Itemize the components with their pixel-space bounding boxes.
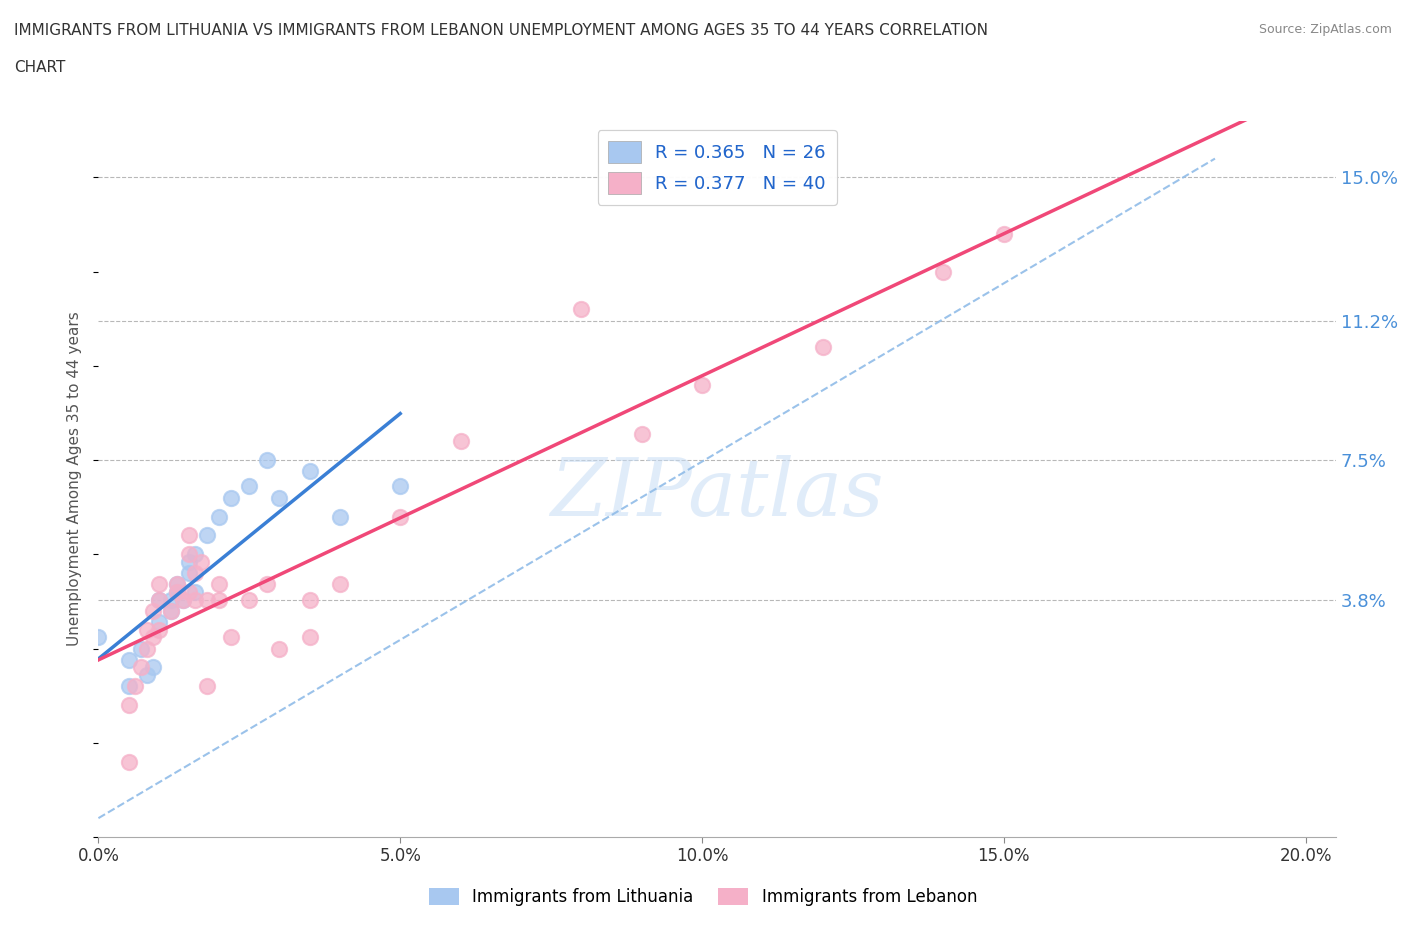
Point: [932, 264, 955, 279]
Point: [569, 302, 592, 317]
Point: [184, 565, 207, 580]
Point: [166, 577, 188, 591]
Point: [142, 604, 165, 618]
Point: [166, 585, 188, 600]
Point: [219, 490, 242, 505]
Point: [256, 453, 278, 468]
Point: [195, 528, 218, 543]
Point: [160, 604, 183, 618]
Text: Source: ZipAtlas.com: Source: ZipAtlas.com: [1258, 23, 1392, 36]
Point: [135, 622, 157, 637]
Point: [184, 547, 207, 562]
Point: [190, 554, 212, 569]
Point: [166, 577, 188, 591]
Point: [117, 698, 139, 712]
Point: [148, 577, 170, 591]
Point: [166, 585, 188, 600]
Point: [195, 592, 218, 607]
Point: [124, 679, 146, 694]
Point: [129, 641, 152, 656]
Point: [690, 378, 713, 392]
Point: [238, 592, 260, 607]
Point: [117, 653, 139, 668]
Text: IMMIGRANTS FROM LITHUANIA VS IMMIGRANTS FROM LEBANON UNEMPLOYMENT AMONG AGES 35 : IMMIGRANTS FROM LITHUANIA VS IMMIGRANTS …: [14, 23, 988, 38]
Point: [148, 592, 170, 607]
Point: [148, 615, 170, 630]
Point: [450, 433, 472, 448]
Point: [219, 630, 242, 644]
Point: [87, 630, 110, 644]
Point: [117, 754, 139, 769]
Point: [208, 577, 231, 591]
Point: [630, 426, 652, 441]
Point: [195, 679, 218, 694]
Point: [329, 577, 352, 591]
Point: [298, 464, 321, 479]
Point: [117, 679, 139, 694]
Y-axis label: Unemployment Among Ages 35 to 44 years: Unemployment Among Ages 35 to 44 years: [67, 312, 83, 646]
Point: [184, 585, 207, 600]
Legend: R = 0.365   N = 26, R = 0.377   N = 40: R = 0.365 N = 26, R = 0.377 N = 40: [598, 130, 837, 205]
Point: [148, 622, 170, 637]
Point: [298, 592, 321, 607]
Point: [148, 592, 170, 607]
Point: [160, 604, 183, 618]
Point: [160, 592, 183, 607]
Text: CHART: CHART: [14, 60, 66, 75]
Point: [135, 641, 157, 656]
Point: [208, 510, 231, 525]
Point: [208, 592, 231, 607]
Point: [256, 577, 278, 591]
Point: [177, 585, 200, 600]
Point: [129, 660, 152, 675]
Point: [993, 227, 1015, 242]
Point: [142, 660, 165, 675]
Point: [269, 490, 291, 505]
Point: [177, 547, 200, 562]
Point: [389, 510, 412, 525]
Point: [172, 592, 194, 607]
Point: [184, 592, 207, 607]
Legend: Immigrants from Lithuania, Immigrants from Lebanon: Immigrants from Lithuania, Immigrants fr…: [422, 881, 984, 912]
Point: [172, 592, 194, 607]
Point: [269, 641, 291, 656]
Point: [811, 339, 834, 354]
Point: [177, 528, 200, 543]
Point: [298, 630, 321, 644]
Point: [389, 479, 412, 494]
Point: [142, 630, 165, 644]
Point: [135, 668, 157, 683]
Point: [238, 479, 260, 494]
Text: ZIPatlas: ZIPatlas: [550, 455, 884, 532]
Point: [177, 554, 200, 569]
Point: [177, 565, 200, 580]
Point: [329, 510, 352, 525]
